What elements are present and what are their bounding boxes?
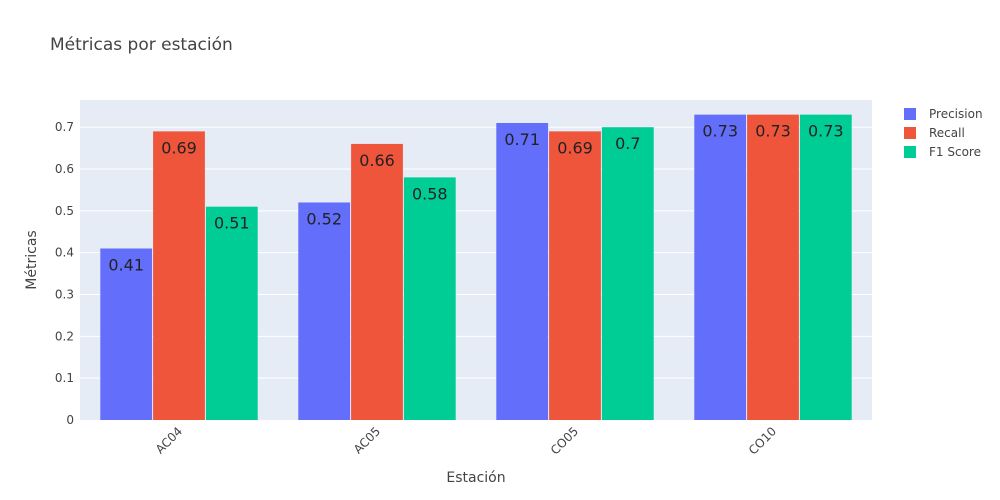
bar-f1-score-ac04[interactable] [205,206,258,420]
x-tick-label: AC04 [153,424,185,456]
x-tick-label: CO05 [548,424,581,457]
x-axis-title: Estación [446,470,505,486]
bars [100,114,852,421]
bar-precision-ac05[interactable] [298,202,351,420]
data-label: 0.7 [615,134,640,153]
bar-recall-ac04[interactable] [153,131,205,420]
legend-swatch[interactable] [904,146,916,158]
bar-precision-co05[interactable] [496,123,549,421]
bar-f1-score-co10[interactable] [799,114,852,420]
chart-title: Métricas por estación [50,35,233,55]
data-label: 0.73 [755,122,791,141]
legend-label[interactable]: F1 Score [929,145,981,159]
y-axis-title: Métricas [24,230,40,289]
x-tick-label: CO10 [746,424,779,457]
data-label: 0.73 [808,122,844,141]
x-axis-ticks: AC04 AC05 CO05 CO10 [153,424,779,457]
data-label: 0.51 [214,214,250,233]
bar-precision-ac04[interactable] [100,248,153,420]
bar-f1-score-co05[interactable] [601,127,654,420]
data-label: 0.69 [161,138,197,157]
y-tick-label: 0 [66,413,74,427]
bar-precision-co10[interactable] [694,114,747,420]
y-tick-label: 0.2 [55,329,74,343]
y-tick-label: 0.1 [55,371,74,385]
bar-recall-co05[interactable] [549,131,601,420]
legend-swatch[interactable] [904,127,916,139]
data-label: 0.73 [702,122,738,141]
data-label: 0.58 [412,184,448,203]
data-label: 0.71 [504,130,540,149]
legend-label[interactable]: Recall [929,126,965,140]
data-label: 0.41 [108,255,144,274]
x-tick-label: AC05 [351,424,383,456]
bar-recall-co10[interactable] [747,114,799,420]
legend-label[interactable]: Precision [929,107,983,121]
legend: Precision Recall F1 Score [904,107,983,159]
data-labels: 0.41 0.69 0.51 0.52 0.66 0.58 0.71 0.69 0.7 0.73 0… [108,122,843,275]
data-label: 0.66 [359,151,395,170]
legend-swatch[interactable] [904,108,916,120]
y-tick-label: 0.7 [55,120,74,134]
data-label: 0.52 [306,209,342,228]
y-tick-label: 0.5 [55,204,74,218]
y-tick-label: 0.4 [55,246,74,260]
bar-recall-ac05[interactable] [351,143,403,420]
bar-f1-score-ac05[interactable] [403,177,456,420]
data-label: 0.69 [557,138,593,157]
y-tick-label: 0.3 [55,288,74,302]
y-axis-ticks: 0 0.1 0.2 0.3 0.4 0.5 0.6 0.7 [55,120,74,427]
y-tick-label: 0.6 [55,162,74,176]
